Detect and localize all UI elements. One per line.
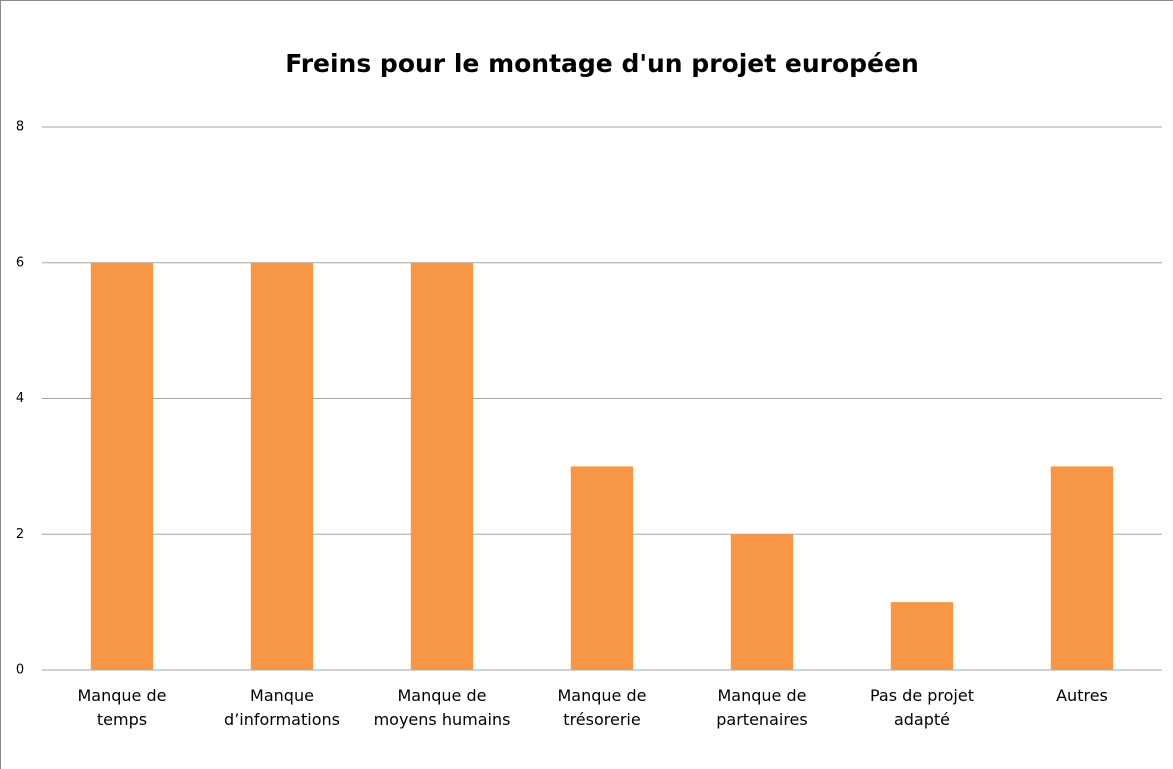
y-tick-label: 2: [16, 527, 24, 542]
bar: [90, 262, 154, 670]
y-tick-label: 6: [16, 255, 24, 270]
x-tick-label: Autres: [1056, 686, 1108, 705]
x-tick-label: Manque de moyens humains: [373, 686, 511, 729]
chart-title: Freins pour le montage d'un projet europ…: [285, 49, 919, 78]
bar: [1050, 466, 1114, 670]
bar: [570, 466, 634, 670]
x-tick-label: Manque de partenaires: [716, 686, 808, 729]
y-tick-label: 4: [16, 391, 24, 406]
bar: [250, 262, 314, 670]
bar: [890, 602, 954, 670]
x-tick-label: Manque de trésorerie: [557, 686, 647, 729]
y-tick-label: 0: [16, 663, 24, 678]
bar: [410, 262, 474, 670]
x-tick-label: Manque d’informations: [224, 686, 340, 729]
x-tick-label: Pas de projet adapté: [870, 686, 974, 729]
x-tick-label: Manque de temps: [77, 686, 167, 729]
bar: [730, 534, 794, 670]
y-tick-label: 8: [16, 120, 24, 135]
